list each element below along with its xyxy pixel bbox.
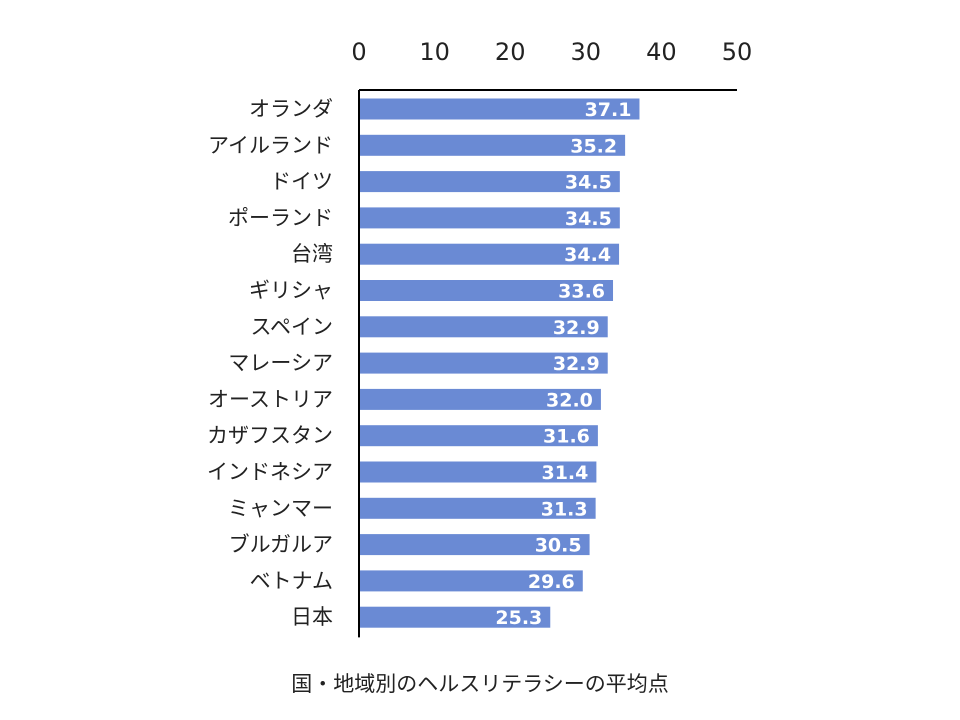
category-label: ベトナム (250, 569, 333, 593)
value-label: 31.3 (541, 498, 588, 520)
bar (360, 316, 608, 338)
chart-caption: 国・地域別のヘルスリテラシーの平均点 (291, 672, 669, 696)
x-tick-labels: 0 10 20 30 40 50 (351, 38, 752, 66)
category-label: 台湾 (291, 242, 333, 266)
value-label: 30.5 (535, 535, 582, 557)
category-label: ドイツ (270, 170, 333, 194)
category-label: ブルガルア (229, 533, 333, 557)
bars (360, 98, 640, 628)
value-label: 25.3 (495, 607, 542, 629)
bar (360, 606, 551, 628)
bar (360, 207, 620, 229)
bar (360, 425, 598, 447)
bar (360, 352, 608, 374)
x-tick-label: 20 (495, 38, 526, 66)
bar (360, 134, 626, 156)
x-tick-label: 50 (722, 38, 753, 66)
value-label: 37.1 (585, 99, 632, 121)
value-label: 34.5 (565, 172, 612, 194)
category-label: マレーシア (228, 351, 333, 375)
x-tick-label: 10 (419, 38, 450, 66)
category-label: アイルランド (208, 133, 333, 157)
category-label: オランダ (249, 97, 333, 121)
bar (360, 388, 601, 410)
category-label: ミャンマー (228, 496, 333, 520)
value-label: 32.0 (546, 389, 593, 411)
category-label: スペイン (250, 315, 333, 339)
category-label: 日本 (291, 605, 333, 629)
bar (360, 497, 596, 519)
bar (360, 171, 620, 193)
category-label: インドネシア (207, 460, 333, 484)
value-label: 29.6 (528, 571, 575, 593)
bar (360, 280, 614, 301)
category-label: カザフスタン (207, 424, 333, 448)
bar (360, 570, 583, 592)
value-label: 32.9 (553, 317, 600, 339)
value-labels: 37.1 35.2 34.5 34.5 34.4 33.6 32.9 32.9 32.0 31.6… (495, 99, 631, 629)
x-tick-label: 30 (571, 38, 602, 66)
category-labels: オランダアイルランドドイツポーランド台湾ギリシャスペインマレーシアオーストリアカ… (207, 97, 333, 629)
x-tick-label: 0 (351, 38, 366, 66)
category-label: オーストリア (208, 387, 333, 411)
bar (360, 98, 640, 120)
bar (360, 534, 590, 556)
x-tick-label: 40 (646, 38, 677, 66)
axes (358, 89, 737, 638)
value-label: 32.9 (553, 353, 600, 375)
value-label: 31.6 (543, 426, 590, 448)
bar (360, 243, 620, 265)
value-label: 31.4 (541, 462, 588, 484)
bar (360, 461, 597, 483)
value-label: 34.5 (565, 208, 612, 230)
value-label: 33.6 (558, 281, 605, 303)
category-label: ギリシャ (249, 279, 333, 303)
value-label: 35.2 (570, 135, 617, 157)
category-label: ポーランド (228, 206, 333, 230)
value-label: 34.4 (564, 244, 611, 266)
